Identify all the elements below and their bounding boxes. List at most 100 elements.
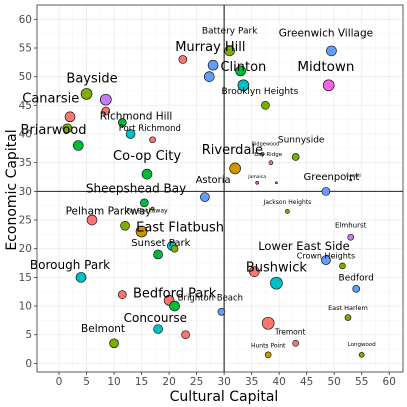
data-point xyxy=(207,59,219,71)
y-tick-label: 55 xyxy=(19,43,32,55)
data-point xyxy=(153,324,163,334)
point-label: Ridgewood xyxy=(252,141,280,147)
data-points xyxy=(62,45,365,359)
data-point xyxy=(153,249,163,260)
point-label: Longwood xyxy=(348,342,376,348)
y-tick-label: 35 xyxy=(19,157,32,169)
y-tick-label: 50 xyxy=(19,71,32,83)
data-point xyxy=(178,55,188,64)
point-label: Canarsie xyxy=(22,91,79,106)
data-point xyxy=(255,180,259,185)
data-point xyxy=(347,233,355,241)
data-point xyxy=(169,300,180,312)
point-label: Bayside xyxy=(66,71,117,86)
x-tick-label: 0 xyxy=(56,376,63,388)
data-point xyxy=(140,198,149,208)
data-point xyxy=(64,111,76,123)
data-point xyxy=(260,152,265,156)
data-point xyxy=(75,272,87,283)
point-label: Bay Ridge xyxy=(254,152,282,158)
data-point xyxy=(72,140,84,151)
data-point xyxy=(125,129,136,139)
data-point xyxy=(224,45,235,57)
data-point xyxy=(322,79,335,92)
data-point xyxy=(349,178,353,182)
data-point xyxy=(150,206,155,211)
data-point xyxy=(101,106,111,116)
point-label: Far Rockaway xyxy=(127,208,168,215)
data-point xyxy=(80,88,93,100)
data-point xyxy=(217,307,226,316)
data-point xyxy=(200,192,210,202)
point-label: Bedford Park xyxy=(133,286,217,301)
point-label: Bushwick xyxy=(246,261,308,276)
data-point xyxy=(237,79,250,92)
point-label: Richmond Hill xyxy=(100,111,173,123)
point-label: Inwood xyxy=(346,173,361,178)
point-label: Belmont xyxy=(81,323,125,335)
data-point xyxy=(149,136,156,144)
point-label: Clinton xyxy=(220,60,266,75)
data-point xyxy=(326,45,337,57)
point-label: Jackson Heights xyxy=(263,199,312,206)
axis-ticks: 0 5 10 15 20 25 30 35 40 45 50 55 60 0 5 10 15 20 25 30 35 40… xyxy=(19,14,396,388)
grid xyxy=(37,5,403,372)
data-point xyxy=(321,255,331,265)
data-point xyxy=(109,338,119,349)
data-point xyxy=(120,220,130,231)
point-label: Brooklyn Heights xyxy=(222,87,299,97)
y-tick-label: 40 xyxy=(19,129,32,141)
data-point xyxy=(352,285,361,293)
point-label: Concourse xyxy=(124,311,187,325)
data-point xyxy=(118,118,127,127)
x-tick-label: 25 xyxy=(190,376,203,388)
x-tick-label: 55 xyxy=(355,376,368,388)
point-label: Hunts Point xyxy=(251,342,286,349)
y-tick-label: 0 xyxy=(25,358,32,370)
point-label: Greenwich Village xyxy=(279,28,373,40)
x-axis-title: Cultural Capital xyxy=(170,389,279,405)
point-label: Borough Park xyxy=(30,258,110,272)
point-label: Greenpoint xyxy=(304,172,360,183)
point-label: Sunset Park xyxy=(131,238,190,249)
point-label: Riverdale xyxy=(202,143,263,158)
x-tick-label: 40 xyxy=(272,376,285,388)
point-label: Crown Heights xyxy=(297,251,355,260)
y-tick-label: 20 xyxy=(19,243,32,255)
point-label: Jamaica xyxy=(247,174,266,180)
data-point xyxy=(181,330,190,340)
point-label: Sheepshead Bay xyxy=(86,182,186,196)
data-point xyxy=(321,187,331,196)
data-point xyxy=(229,162,241,175)
data-point xyxy=(203,71,215,82)
x-tick-label: 60 xyxy=(383,376,396,388)
data-point xyxy=(285,209,290,214)
data-point xyxy=(135,225,148,238)
y-axis-title: Economic Capital xyxy=(4,129,20,250)
point-label: Tremont xyxy=(274,328,306,337)
data-point xyxy=(62,123,73,134)
data-point xyxy=(86,214,98,226)
data-point xyxy=(358,351,365,358)
point-label: Battery Park xyxy=(202,27,258,37)
point-label: Brighton Beach xyxy=(178,293,243,303)
point-label: Sunnyside xyxy=(278,136,325,146)
x-tick-label: 5 xyxy=(83,376,90,388)
y-tick-label: 10 xyxy=(19,301,32,313)
data-point xyxy=(249,266,260,277)
y-tick-label: 30 xyxy=(19,186,32,198)
data-point xyxy=(344,314,352,321)
x-tick-label: 15 xyxy=(135,376,148,388)
data-point xyxy=(235,65,246,77)
x-tick-label: 10 xyxy=(107,376,120,388)
point-labels: Murray Hill Battery Park Greenwich Village… xyxy=(21,27,376,350)
data-point xyxy=(264,351,272,359)
point-label: East Harlem xyxy=(328,304,368,312)
data-point xyxy=(170,244,179,253)
x-tick-label: 20 xyxy=(162,376,175,388)
data-point xyxy=(141,168,153,180)
data-point xyxy=(118,290,127,299)
point-label: Elmhurst xyxy=(335,221,367,229)
